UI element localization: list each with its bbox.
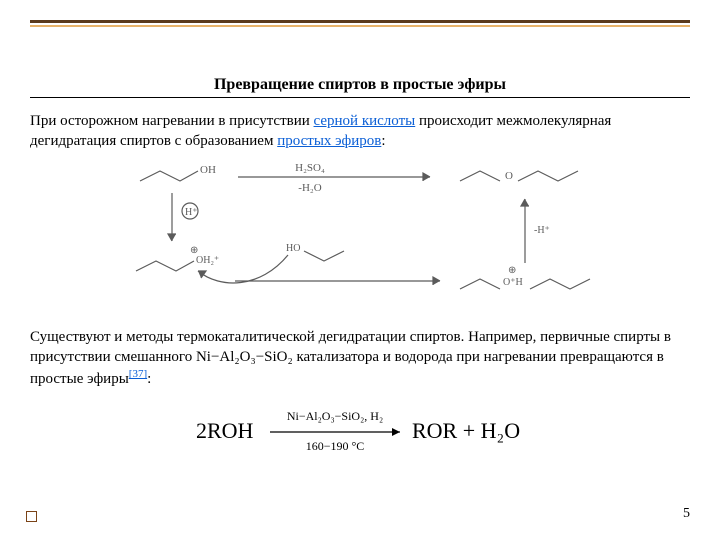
reference-37[interactable]: [37] xyxy=(129,368,147,380)
slide-title: Превращение спиртов в простые эфиры xyxy=(30,76,690,94)
rule-light xyxy=(30,25,690,27)
reaction-diagram: OH H₂SO₄ -H₂O O H⁺ OH₂⁺ ⊕ HO xyxy=(80,159,640,314)
formula-top: Ni−Al₂O₃−SiO₂, H₂ xyxy=(287,409,383,423)
link-sulfuric-acid[interactable]: серной кислоты xyxy=(314,113,416,129)
paragraph-2: Существуют и методы термокаталитической … xyxy=(30,328,690,390)
label-h2so4: H₂SO₄ xyxy=(295,162,325,174)
label-h-plus: H⁺ xyxy=(185,207,198,218)
svg-text:⊕: ⊕ xyxy=(190,245,198,256)
top-rule xyxy=(30,20,690,27)
rule-dark xyxy=(30,20,690,23)
label-minus-h: -H⁺ xyxy=(534,225,550,236)
formula-right: ROR + H₂O xyxy=(412,418,520,443)
p2-post: : xyxy=(147,371,151,387)
link-ethers[interactable]: простых эфиров xyxy=(277,133,381,149)
label-o: O xyxy=(505,170,513,182)
label-oh: OH xyxy=(200,164,216,176)
page-number: 5 xyxy=(683,506,690,522)
label-ho: HO xyxy=(286,243,300,254)
svg-text:⊕: ⊕ xyxy=(508,265,516,276)
p1-post: : xyxy=(381,133,385,149)
corner-square-icon xyxy=(26,511,37,522)
title-underline xyxy=(30,97,690,98)
label-ohplus: O⁺H xyxy=(503,277,523,288)
p2-text: Существуют и методы термокаталитической … xyxy=(30,329,671,387)
p1-pre: При осторожном нагревании в присутствии xyxy=(30,113,314,129)
paragraph-1: При осторожном нагревании в присутствии … xyxy=(30,112,690,151)
formula-bottom: 160−190 °C xyxy=(306,439,365,453)
label-oh2: OH₂⁺ xyxy=(196,255,219,266)
slide: Превращение спиртов в простые эфиры При … xyxy=(0,0,720,540)
formula-left: 2ROH xyxy=(196,418,254,443)
label-minus-h2o: -H₂O xyxy=(298,182,321,194)
overall-reaction: 2ROH Ni−Al₂O₃−SiO₂, H₂ 160−190 °C ROR + … xyxy=(190,396,530,466)
